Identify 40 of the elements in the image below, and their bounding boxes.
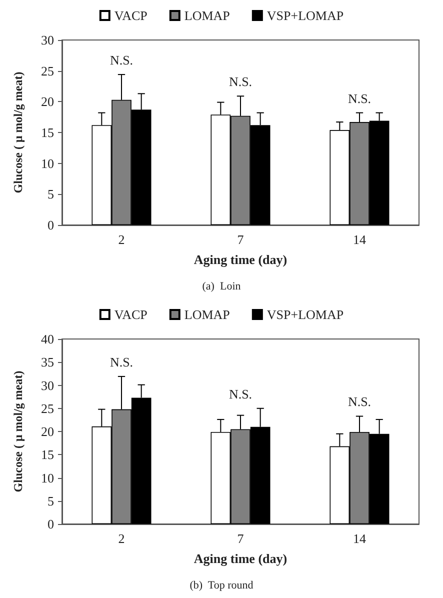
y-tick-label: 15	[41, 447, 54, 462]
annotation: N.S.	[110, 354, 134, 370]
x-axis-title: Aging time (day)	[194, 551, 288, 566]
x-tick-label: 14	[353, 232, 366, 247]
x-tick-label: 2	[118, 232, 125, 247]
y-tick-label: 15	[41, 125, 54, 140]
legend-label: VSP+LOMAP	[266, 8, 344, 23]
annotation: N.S.	[110, 52, 134, 68]
x-axis-title: Aging time (day)	[194, 252, 288, 267]
y-tick-label: 35	[41, 354, 54, 370]
annotation: N.S.	[348, 394, 372, 410]
y-axis-title: Glucose ( μ mol/g meat)	[11, 72, 25, 194]
y-tick-label: 5	[48, 186, 54, 202]
annotation: N.S.	[228, 74, 252, 90]
y-axis-title: Glucose ( μ mol/g meat)	[11, 370, 25, 492]
y-tick-label: 25	[41, 400, 54, 416]
y-tick-label: 30	[41, 378, 54, 393]
y-tick-label: 30	[41, 32, 54, 48]
y-tick-label: 20	[41, 94, 54, 110]
x-tick-label: 7	[237, 232, 244, 247]
x-tick-label: 2	[118, 531, 125, 546]
y-tick-label: 10	[41, 470, 54, 486]
y-tick-label: 10	[41, 156, 54, 171]
x-tick-label: 14	[353, 531, 366, 546]
annotation: N.S.	[348, 90, 372, 106]
y-tick-label: 0	[48, 218, 54, 232]
y-tick-label: 40	[41, 332, 54, 346]
y-tick-label: 5	[48, 493, 54, 508]
legend-label: VSP+LOMAP	[266, 307, 344, 322]
y-tick-label: 0	[48, 516, 54, 532]
legend-label: LOMAP	[184, 307, 230, 322]
x-tick-label: 7	[237, 531, 244, 546]
legend-label: VACP	[114, 307, 148, 322]
text: (b) Top round	[190, 580, 254, 592]
legend-label: VACP	[114, 8, 148, 23]
annotation: N.S.	[228, 386, 252, 402]
y-tick-label: 20	[41, 424, 54, 439]
text: (a) Loin	[202, 280, 242, 292]
y-tick-label: 25	[41, 63, 54, 78]
legend-label: LOMAP	[184, 8, 230, 23]
